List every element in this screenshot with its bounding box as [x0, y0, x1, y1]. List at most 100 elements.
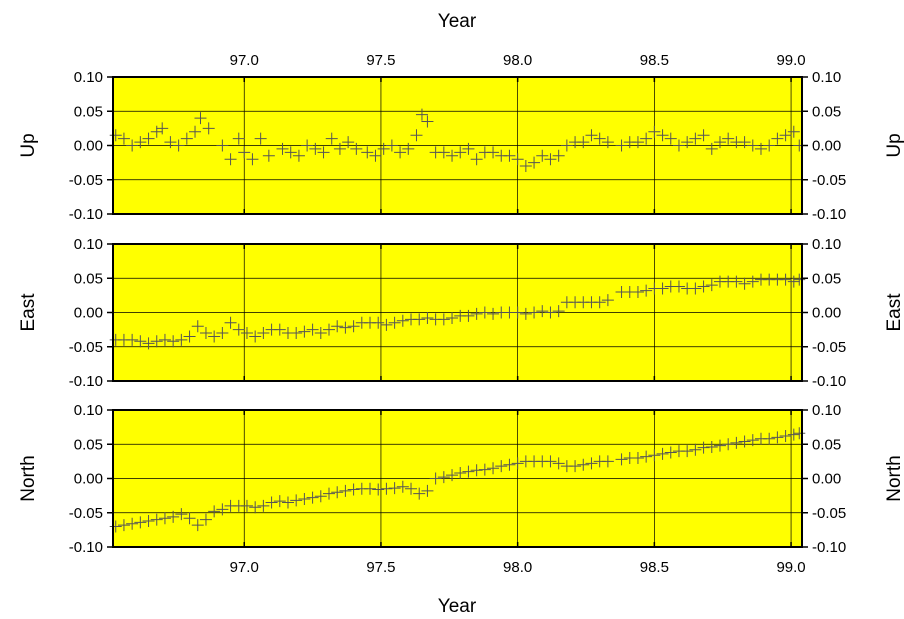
east-data-point [593, 296, 606, 309]
up-left-tick-label: 0.05 [74, 103, 103, 120]
north-data-point [615, 453, 628, 466]
north-data-point [265, 496, 278, 509]
north-data-point [150, 513, 163, 526]
up-data-point [713, 136, 726, 149]
up-series [109, 108, 806, 173]
north-data-point [697, 441, 710, 454]
up-right-tick-label: -0.05 [812, 172, 846, 189]
up-data-point [648, 125, 661, 138]
east-right-tick-label: 0.05 [812, 270, 841, 287]
up-data-point [142, 132, 155, 145]
up-data-point [705, 142, 718, 155]
east-data-point [240, 327, 253, 340]
north-series [109, 427, 806, 533]
up-data-point [134, 136, 147, 149]
north-panel: 0.10 0.10 0.05 0.05 0.00 0.00 -0.05 -0.05 -0.10 -… [18, 402, 904, 576]
east-data-point [730, 275, 743, 288]
east-data-point [413, 313, 426, 326]
north-data-point [631, 451, 644, 464]
up-data-point [560, 139, 573, 152]
north-data-point [544, 455, 557, 468]
north-data-point [713, 439, 726, 452]
east-data-point [705, 279, 718, 292]
north-data-point [413, 487, 426, 500]
up-data-point [394, 146, 407, 159]
north-data-point [199, 513, 212, 526]
north-data-point [331, 486, 344, 499]
north-data-point [134, 516, 147, 529]
up-data-point [593, 132, 606, 145]
north-data-point [183, 512, 196, 525]
up-data-point [640, 132, 653, 145]
east-data-point [470, 307, 483, 320]
up-data-point [462, 142, 475, 155]
up-data-point [787, 125, 800, 138]
east-data-point [314, 327, 327, 340]
north-left-ylabel: North [18, 455, 39, 501]
bottom-x-tick-label: 97.0 [230, 559, 259, 576]
east-data-point [421, 311, 434, 324]
east-left-tick-label: -0.10 [69, 373, 103, 390]
east-panel: 0.10 0.10 0.05 0.05 0.00 0.00 -0.05 -0.05 -0.10 -… [18, 236, 904, 390]
up-left-tick-label: 0.10 [74, 69, 103, 86]
up-right-tick-label: 0.00 [812, 138, 841, 155]
up-data-point [672, 139, 685, 152]
up-data-point [309, 142, 322, 155]
east-data-point [672, 280, 685, 293]
east-data-point [536, 305, 549, 318]
east-data-point [388, 316, 401, 329]
up-data-point [771, 132, 784, 145]
north-data-point [306, 491, 319, 504]
up-data-point [292, 149, 305, 162]
north-data-point [314, 490, 327, 503]
up-data-point [350, 142, 363, 155]
north-data-point [454, 467, 467, 480]
up-panel: 0.10 0.10 0.05 0.05 0.00 0.00 -0.05 -0.05 -0.10 -… [18, 52, 904, 223]
east-data-point [478, 306, 491, 319]
east-data-point [793, 273, 806, 286]
up-data-point [284, 146, 297, 159]
north-data-point [158, 512, 171, 525]
east-data-point [208, 330, 221, 343]
up-data-point [697, 129, 710, 142]
north-data-point [191, 519, 204, 532]
north-right-tick-label: 0.10 [812, 402, 841, 419]
up-data-point [224, 153, 237, 166]
north-data-point [787, 428, 800, 441]
up-data-point [779, 129, 792, 142]
north-data-point [405, 482, 418, 495]
up-data-point [681, 136, 694, 149]
north-data-point [446, 469, 459, 482]
east-series [109, 273, 806, 350]
east-data-point [544, 306, 557, 319]
north-data-point [511, 457, 524, 470]
up-data-point [421, 115, 434, 128]
east-left-tick-label: 0.10 [74, 236, 103, 253]
up-data-point [216, 139, 229, 152]
up-left-tick-label: -0.10 [69, 206, 103, 223]
north-data-point [495, 460, 508, 473]
east-data-point [372, 316, 385, 329]
north-data-point [380, 482, 393, 495]
east-right-tick-label: -0.10 [812, 373, 846, 390]
east-data-point [167, 335, 180, 348]
top-x-tick-label: 98.5 [640, 52, 669, 69]
up-data-point [369, 149, 382, 162]
east-data-point [380, 318, 393, 331]
east-data-point [552, 305, 565, 318]
east-right-ylabel: East [884, 293, 904, 332]
up-data-point [262, 149, 275, 162]
east-data-point [142, 337, 155, 350]
east-data-point [134, 335, 147, 348]
east-right-tick-label: 0.00 [812, 305, 841, 322]
up-data-point [664, 132, 677, 145]
up-data-point [503, 149, 516, 162]
up-data-point [437, 146, 450, 159]
north-data-point [763, 432, 776, 445]
east-data-point [175, 333, 188, 346]
east-data-point [787, 275, 800, 288]
north-data-point [208, 505, 221, 518]
up-right-tick-label: -0.10 [812, 206, 846, 223]
east-data-point [126, 333, 139, 346]
